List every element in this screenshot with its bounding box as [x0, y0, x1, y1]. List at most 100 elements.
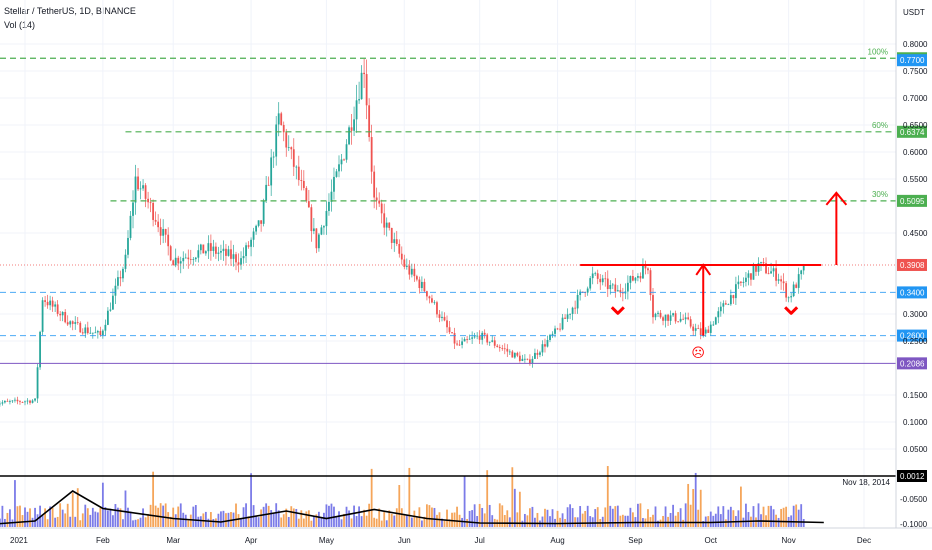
volume-bar	[498, 503, 501, 527]
volume-bar	[307, 510, 310, 527]
candle-body	[333, 176, 335, 192]
time-tick-label: 2021	[10, 536, 28, 545]
candle-body	[782, 281, 785, 284]
candle-body	[413, 268, 416, 277]
volume-bar	[737, 510, 740, 527]
volume-bar	[26, 511, 29, 527]
volume-indicator-label: Vol (14)	[4, 20, 36, 30]
candle-body	[270, 157, 273, 186]
candle-body	[775, 268, 777, 281]
candle-body	[523, 358, 526, 360]
volume-bar	[197, 516, 200, 527]
candle-body	[418, 279, 421, 289]
candle-body	[503, 348, 506, 350]
candle-body	[16, 399, 19, 402]
candle-body	[14, 399, 16, 401]
candle-body	[458, 344, 461, 346]
candle-body	[594, 273, 597, 275]
volume-bar	[415, 517, 418, 527]
time-axis: 2021 Feb Mar Apr May Jun Jul Aug Sep Oct Nov Dec	[10, 536, 871, 545]
volume-bar	[292, 508, 295, 527]
candle-body	[76, 322, 79, 323]
volume-bar	[71, 492, 74, 527]
candle-body	[619, 290, 622, 293]
volume-bars	[0, 466, 896, 527]
candle-body	[483, 332, 486, 335]
volume-bar	[137, 519, 139, 527]
volume-bar	[242, 507, 245, 527]
candle-body	[687, 317, 690, 320]
volume-bar	[682, 519, 685, 527]
candle-body	[742, 281, 745, 283]
candle-body	[441, 316, 443, 318]
volume-bar	[179, 503, 182, 527]
volume-bar	[187, 520, 190, 527]
candle-body	[177, 257, 180, 264]
candle-body	[518, 355, 521, 361]
candle-body	[709, 324, 712, 333]
volume-bar	[315, 514, 318, 527]
candle-body	[491, 340, 494, 342]
candle-body	[604, 278, 607, 280]
candle-body	[393, 239, 396, 243]
candle-body	[147, 198, 149, 203]
volume-bar	[561, 513, 564, 527]
volume-bar	[29, 508, 31, 527]
volume-bar	[491, 515, 494, 527]
volume-bar	[619, 515, 622, 527]
fib-price-tag	[897, 194, 927, 207]
candle-body	[601, 278, 604, 283]
volume-bar	[556, 510, 559, 527]
candle-body	[272, 156, 275, 158]
volume-bar	[513, 488, 516, 527]
volume-bar	[518, 491, 521, 527]
volume-bar	[363, 509, 366, 527]
volume-bar	[368, 503, 371, 527]
volume-bar	[353, 505, 355, 527]
candle-body	[599, 278, 602, 283]
candle-body	[787, 297, 790, 299]
volume-bar	[697, 509, 700, 527]
volume-bar	[240, 519, 242, 527]
candle-body	[488, 341, 491, 343]
volume-bar	[747, 512, 750, 527]
candle-body	[373, 171, 376, 198]
volume-bar	[91, 507, 94, 527]
candle-body	[117, 277, 119, 286]
candle-body	[262, 200, 265, 224]
candle-body	[358, 99, 360, 101]
volume-bar	[340, 519, 343, 527]
candle-body	[596, 273, 599, 279]
candle-body	[760, 262, 762, 264]
price-tick-label: 0.1500	[903, 391, 928, 400]
volume-bar	[255, 516, 258, 527]
candle-body	[300, 180, 303, 181]
candle-body	[679, 318, 682, 322]
annotations: ☹ 0.0012 Nov 18, 2014	[580, 191, 927, 487]
volume-bar	[139, 517, 142, 527]
volume-bar	[109, 508, 112, 527]
candle-body	[302, 180, 305, 188]
candle-body	[182, 257, 185, 262]
candle-body	[664, 314, 667, 321]
volume-bar	[589, 516, 592, 527]
volume-bar	[375, 518, 378, 527]
volume-bar	[707, 516, 710, 527]
candle-body	[315, 228, 318, 249]
volume-bar	[152, 471, 155, 527]
volume-bar	[169, 516, 172, 527]
volume-bar	[119, 508, 122, 527]
price-tag	[897, 258, 927, 271]
volume-bar	[79, 520, 82, 527]
candle-body	[285, 132, 288, 148]
candle-body	[443, 316, 446, 321]
volume-bar	[365, 515, 368, 527]
candle-body	[571, 307, 574, 314]
candle-body	[202, 244, 205, 254]
volume-bar	[81, 513, 84, 527]
candle-body	[280, 113, 283, 126]
candle-body	[498, 347, 501, 349]
candle-body	[772, 268, 775, 272]
volume-bar	[523, 513, 526, 527]
